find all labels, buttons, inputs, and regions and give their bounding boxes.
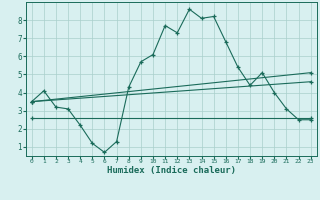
X-axis label: Humidex (Indice chaleur): Humidex (Indice chaleur) — [107, 166, 236, 175]
